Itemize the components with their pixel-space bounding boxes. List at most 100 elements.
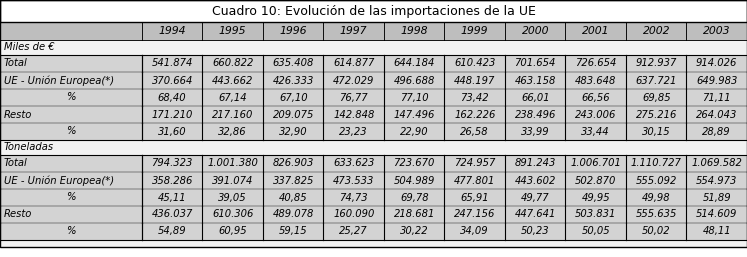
Text: 76,77: 76,77 — [339, 93, 368, 103]
Bar — [505, 72, 565, 89]
Text: 649.983: 649.983 — [696, 76, 737, 86]
Bar — [142, 55, 202, 72]
Text: Toneladas: Toneladas — [4, 142, 54, 152]
Bar — [323, 172, 384, 189]
Bar — [505, 189, 565, 206]
Text: 726.654: 726.654 — [575, 59, 616, 69]
Text: 40,85: 40,85 — [279, 192, 308, 203]
Text: 826.903: 826.903 — [273, 159, 314, 169]
Text: 69,85: 69,85 — [642, 93, 671, 103]
Bar — [323, 206, 384, 223]
Text: 39,05: 39,05 — [218, 192, 247, 203]
Text: 69,78: 69,78 — [400, 192, 429, 203]
Bar — [202, 89, 263, 106]
Text: 67,14: 67,14 — [218, 93, 247, 103]
Text: Resto: Resto — [4, 209, 32, 219]
Bar — [444, 123, 505, 140]
Bar — [565, 72, 626, 89]
Bar — [686, 123, 747, 140]
Text: 51,89: 51,89 — [702, 192, 731, 203]
Bar — [565, 123, 626, 140]
Bar — [444, 72, 505, 89]
Text: 472.029: 472.029 — [333, 76, 374, 86]
Bar — [0, 22, 142, 40]
Bar — [142, 223, 202, 240]
Text: 1995: 1995 — [219, 26, 247, 36]
Bar — [263, 155, 323, 172]
Bar — [444, 223, 505, 240]
Bar — [626, 22, 686, 40]
Text: 2003: 2003 — [703, 26, 731, 36]
Bar — [565, 172, 626, 189]
Bar — [384, 123, 444, 140]
Text: %: % — [66, 93, 75, 103]
Text: 25,27: 25,27 — [339, 226, 368, 236]
Bar — [565, 155, 626, 172]
Bar — [626, 123, 686, 140]
Text: 2000: 2000 — [521, 26, 549, 36]
Bar — [565, 106, 626, 123]
Bar — [202, 155, 263, 172]
Text: 1997: 1997 — [340, 26, 368, 36]
Bar — [0, 123, 142, 140]
Bar — [686, 55, 747, 72]
Bar — [384, 189, 444, 206]
Bar — [263, 72, 323, 89]
Text: 171.210: 171.210 — [152, 109, 193, 120]
Text: 66,01: 66,01 — [521, 93, 550, 103]
Text: 264.043: 264.043 — [696, 109, 737, 120]
Text: 209.075: 209.075 — [273, 109, 314, 120]
Bar — [565, 55, 626, 72]
Text: 443.662: 443.662 — [212, 76, 253, 86]
Bar — [263, 123, 323, 140]
Text: 637.721: 637.721 — [636, 76, 677, 86]
Bar — [384, 223, 444, 240]
Text: 610.306: 610.306 — [212, 209, 253, 219]
Text: 49,98: 49,98 — [642, 192, 671, 203]
Text: %: % — [66, 226, 75, 236]
Bar — [0, 240, 747, 247]
Bar — [626, 189, 686, 206]
Bar — [323, 72, 384, 89]
Bar — [202, 172, 263, 189]
Bar — [323, 123, 384, 140]
Bar — [142, 189, 202, 206]
Bar — [0, 189, 142, 206]
Text: 66,56: 66,56 — [581, 93, 610, 103]
Text: 30,22: 30,22 — [400, 226, 429, 236]
Text: 723.670: 723.670 — [394, 159, 435, 169]
Bar — [323, 89, 384, 106]
Bar — [202, 55, 263, 72]
Text: 555.635: 555.635 — [636, 209, 677, 219]
Text: 1994: 1994 — [158, 26, 186, 36]
Bar — [384, 22, 444, 40]
Text: 60,95: 60,95 — [218, 226, 247, 236]
Bar — [323, 189, 384, 206]
Text: 218.681: 218.681 — [394, 209, 435, 219]
Text: 34,09: 34,09 — [460, 226, 489, 236]
Bar — [626, 106, 686, 123]
Text: Total: Total — [4, 59, 28, 69]
Bar — [505, 123, 565, 140]
Text: UE - Unión Europea(*): UE - Unión Europea(*) — [4, 75, 114, 86]
Text: 503.831: 503.831 — [575, 209, 616, 219]
Bar — [505, 89, 565, 106]
Text: 794.323: 794.323 — [152, 159, 193, 169]
Bar — [686, 22, 747, 40]
Bar — [505, 206, 565, 223]
Text: 26,58: 26,58 — [460, 126, 489, 136]
Bar — [0, 55, 142, 72]
Bar — [686, 206, 747, 223]
Bar — [142, 206, 202, 223]
Bar — [202, 223, 263, 240]
Text: 275.216: 275.216 — [636, 109, 677, 120]
Text: 28,89: 28,89 — [702, 126, 731, 136]
Bar — [323, 55, 384, 72]
Bar — [444, 172, 505, 189]
Bar — [505, 106, 565, 123]
Text: 49,95: 49,95 — [581, 192, 610, 203]
Bar — [323, 22, 384, 40]
Bar — [384, 55, 444, 72]
Text: 644.184: 644.184 — [394, 59, 435, 69]
Bar — [686, 89, 747, 106]
